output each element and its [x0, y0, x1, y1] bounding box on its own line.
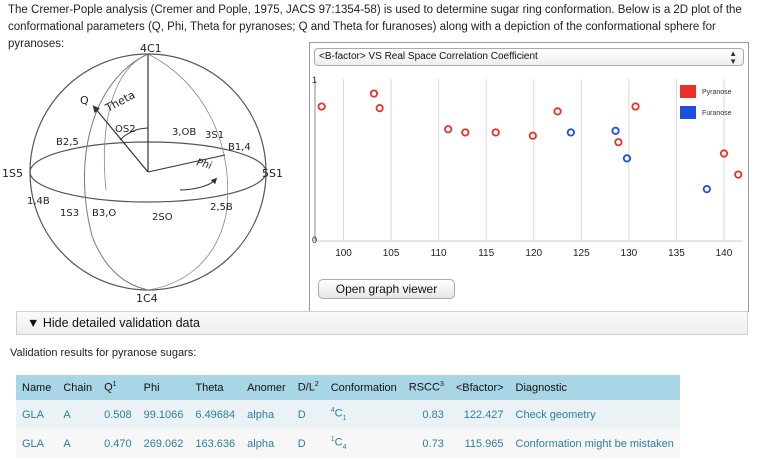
label-theta: Theta	[102, 88, 137, 115]
open-graph-viewer-button[interactable]: Open graph viewer	[318, 279, 455, 299]
footnote-marker: 2	[314, 381, 319, 389]
plot-panel: <B-factor> VS Real Space Correlation Coe…	[309, 42, 749, 312]
x-tick-label: 120	[525, 248, 542, 259]
label-b14: B1,4	[228, 142, 251, 153]
table-row: GLA A 0.470 269.062 163.636 alpha D 1C4 0.73 115.…	[16, 429, 680, 458]
legend-label-pyranose: Pyranose	[702, 89, 732, 96]
cell-dl: D	[291, 400, 325, 429]
footnote-marker: 1	[112, 381, 117, 389]
column-header: <Bfactor>	[449, 375, 510, 400]
x-tick-label: 100	[335, 248, 352, 259]
cell-theta: 6.49684	[189, 400, 242, 429]
table-row: GLA A 0.508 99.1066 6.49684 alpha D 4C1 0.83 122.…	[16, 400, 680, 429]
furanose-point	[566, 128, 575, 137]
furanose-point	[622, 154, 632, 163]
column-header: RSCC3	[402, 375, 450, 400]
cell-rscc: 0.83	[402, 400, 450, 429]
furanose-point	[702, 185, 711, 194]
pyranose-point	[491, 128, 500, 137]
label-3ob: 3,OB	[172, 127, 196, 138]
pyranose-point	[461, 128, 470, 137]
pyranose-point	[719, 149, 729, 158]
label-2so: 2SO	[152, 212, 173, 223]
plot-type-select[interactable]: <B-factor> VS Real Space Correlation Coe…	[314, 48, 744, 66]
label-1s5: 1S5	[2, 167, 23, 180]
column-header: Chain	[57, 375, 99, 400]
pyranose-point	[369, 89, 379, 98]
cell-q: 0.508	[98, 400, 138, 429]
x-tick-label: 115	[478, 248, 494, 259]
pyranose-point	[614, 138, 623, 147]
cell-dl: D	[291, 429, 325, 458]
cell-name: GLA	[16, 400, 58, 429]
legend-label-furanose: Furanose	[702, 110, 732, 117]
cremer-pople-sphere: 4C1 1C4 1S5 5S1 Q Theta Phi OS2 B2,5 3,O…	[2, 42, 283, 305]
cell-chain: A	[57, 400, 99, 429]
footnote-marker: 3	[439, 381, 444, 389]
cell-conformation: 1C4	[324, 429, 403, 458]
cell-bfactor: 115.965	[449, 429, 510, 458]
validation-title: Validation results for pyranose sugars:	[10, 347, 197, 359]
pyranose-point	[444, 125, 453, 134]
x-tick-label: 130	[621, 248, 638, 259]
pyranose-point	[528, 131, 537, 140]
legend-swatch-furanose	[680, 106, 696, 119]
label-b25: B2,5	[56, 137, 79, 148]
label-1s3: 1S3	[60, 208, 79, 219]
label-os2: OS2	[115, 124, 136, 135]
validation-table: Name Chain Q1 Phi Theta Anomer D/L2 Conformatio…	[16, 375, 680, 458]
cell-theta: 163.636	[189, 429, 242, 458]
x-tick-label: 140	[716, 248, 733, 259]
label-4c1: 4C1	[140, 42, 162, 55]
cell-conformation: 4C1	[324, 400, 403, 429]
column-header: Diagnostic	[509, 375, 680, 400]
column-header: Theta	[189, 375, 242, 400]
pyranose-point	[375, 104, 384, 113]
furanose-point	[611, 126, 620, 135]
pyranose-point	[734, 170, 743, 179]
column-header: D/L2	[291, 375, 325, 400]
cell-phi: 269.062	[137, 429, 190, 458]
cell-diagnostic: Check geometry	[509, 400, 680, 429]
column-header: Phi	[137, 375, 190, 400]
column-header: Anomer	[241, 375, 292, 400]
pyranose-point	[317, 102, 326, 111]
column-header: Conformation	[324, 375, 403, 400]
label-q: Q	[80, 94, 89, 107]
legend-swatch-pyranose	[680, 85, 696, 98]
pyranose-point	[553, 107, 562, 116]
y-tick-label: 0	[312, 235, 317, 245]
cell-q: 0.470	[98, 429, 138, 458]
cell-phi: 99.1066	[137, 400, 190, 429]
x-tick-label: 105	[383, 248, 400, 259]
x-tick-label: 135	[668, 248, 685, 259]
label-3s1: 3S1	[205, 130, 224, 141]
intro-text: The Cremer-Pople analysis (Cremer and Po…	[8, 4, 742, 50]
label-1c4: 1C4	[136, 292, 158, 305]
column-header: Name	[16, 375, 58, 400]
scatter-chart: 100 105 110 115 120 125 130 135 140 0 1 Pyranose Fur…	[312, 75, 743, 259]
cell-bfactor: 122.427	[449, 400, 510, 429]
label-b3o: B3,O	[92, 208, 116, 219]
cell-chain: A	[57, 429, 99, 458]
x-tick-label: 125	[573, 248, 590, 259]
cell-rscc: 0.73	[402, 429, 450, 458]
y-tick-label: 1	[312, 75, 317, 85]
pyranose-point	[631, 102, 640, 111]
cell-anomer: alpha	[241, 429, 292, 458]
select-arrows-icon: ▲ ▼	[729, 49, 737, 66]
column-header: Q1	[98, 375, 138, 400]
cell-anomer: alpha	[241, 400, 292, 429]
cell-name: GLA	[16, 429, 58, 458]
label-25b: 2,5B	[210, 202, 233, 213]
cell-diagnostic: Conformation might be mistaken	[509, 429, 680, 458]
label-phi: Phi	[195, 157, 213, 172]
label-5s1: 5S1	[262, 167, 283, 180]
label-14b: 1,4B	[27, 196, 50, 207]
x-tick-label: 110	[431, 248, 447, 259]
plot-type-select-value: <B-factor> VS Real Space Correlation Coe…	[319, 51, 538, 62]
table-header-row: Name Chain Q1 Phi Theta Anomer D/L2 Conformatio…	[16, 375, 680, 400]
hide-validation-toggle[interactable]: ▼ Hide detailed validation data	[16, 311, 748, 335]
